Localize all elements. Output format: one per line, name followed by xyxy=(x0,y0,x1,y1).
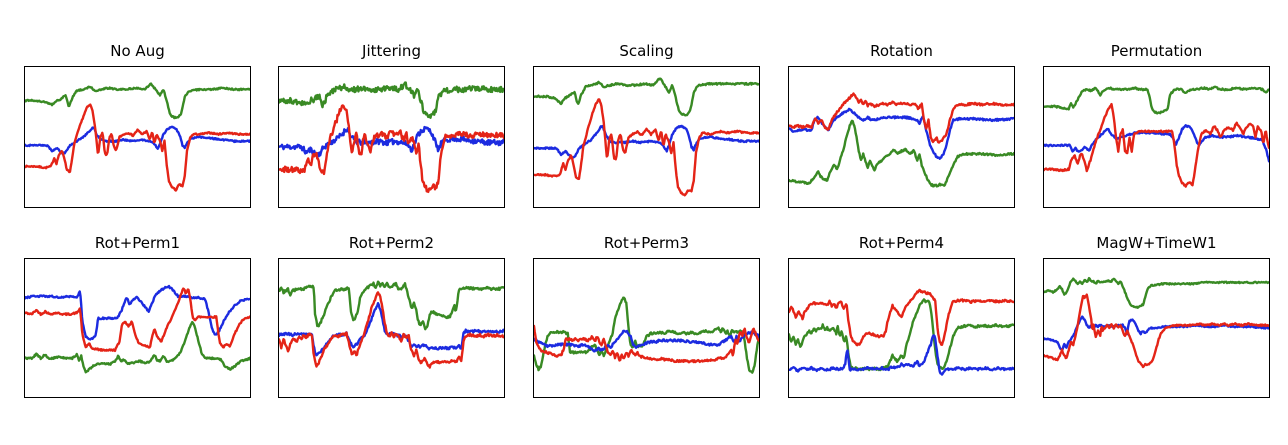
subplot-axes-rotation xyxy=(788,66,1015,208)
subplot-title-rotation: Rotation xyxy=(870,42,933,60)
line-chart-no-aug xyxy=(25,67,250,207)
subplot-axes-rot-perm1 xyxy=(24,258,251,398)
subplot-title-rot-perm2: Rot+Perm2 xyxy=(348,234,435,252)
blue-signal-line xyxy=(534,331,759,351)
subplot-axes-rot-perm3 xyxy=(533,258,760,398)
subplot-axes-magw-timew1 xyxy=(1043,258,1270,398)
blue-signal-line xyxy=(1044,317,1269,351)
red-signal-line xyxy=(25,289,250,351)
green-signal-line xyxy=(1044,87,1269,114)
line-chart-rot-perm1 xyxy=(25,259,250,397)
green-signal-line xyxy=(789,121,1014,186)
green-signal-line xyxy=(534,79,759,116)
subplot-axes-scaling xyxy=(533,66,760,208)
green-signal-line xyxy=(534,298,759,373)
green-signal-line xyxy=(1044,278,1269,308)
subplot-title-rot-perm4: Rot+Perm4 xyxy=(858,234,945,252)
line-chart-rot-perm4 xyxy=(789,259,1014,397)
red-signal-line xyxy=(789,94,1014,143)
subplot-title-no-aug: No Aug xyxy=(110,42,165,60)
red-signal-line xyxy=(789,290,1014,345)
red-signal-line xyxy=(279,292,504,367)
subplot-title-rot-perm3: Rot+Perm3 xyxy=(603,234,690,252)
red-signal-line xyxy=(1044,295,1269,367)
line-chart-magw-timew1 xyxy=(1044,259,1269,397)
green-signal-line xyxy=(279,83,504,118)
green-signal-line xyxy=(789,299,1014,370)
red-signal-line xyxy=(279,105,504,191)
blue-signal-line xyxy=(1044,125,1269,161)
subplot-axes-rot-perm4 xyxy=(788,258,1015,398)
red-signal-line xyxy=(534,326,759,362)
green-signal-line xyxy=(25,84,250,118)
blue-signal-line xyxy=(789,335,1014,374)
subplot-axes-no-aug xyxy=(24,66,251,208)
line-chart-scaling xyxy=(534,67,759,207)
line-chart-rot-perm3 xyxy=(534,259,759,397)
subplot-axes-jittering xyxy=(278,66,505,208)
red-signal-line xyxy=(25,105,250,191)
subplot-title-magw-timew1: MagW+TimeW1 xyxy=(1096,234,1217,252)
subplot-title-scaling: Scaling xyxy=(619,42,674,60)
red-signal-line xyxy=(1044,104,1269,186)
line-chart-permutation xyxy=(1044,67,1269,207)
blue-signal-line xyxy=(25,286,250,339)
subplot-title-rot-perm1: Rot+Perm1 xyxy=(94,234,181,252)
green-signal-line xyxy=(25,322,250,372)
subplot-axes-permutation xyxy=(1043,66,1270,208)
red-signal-line xyxy=(534,99,759,195)
subplot-axes-rot-perm2 xyxy=(278,258,505,398)
line-chart-rotation xyxy=(789,67,1014,207)
subplot-title-jittering: Jittering xyxy=(362,42,421,60)
subplot-title-permutation: Permutation xyxy=(1110,42,1203,60)
line-chart-jittering xyxy=(279,67,504,207)
line-chart-rot-perm2 xyxy=(279,259,504,397)
green-signal-line xyxy=(279,282,504,329)
